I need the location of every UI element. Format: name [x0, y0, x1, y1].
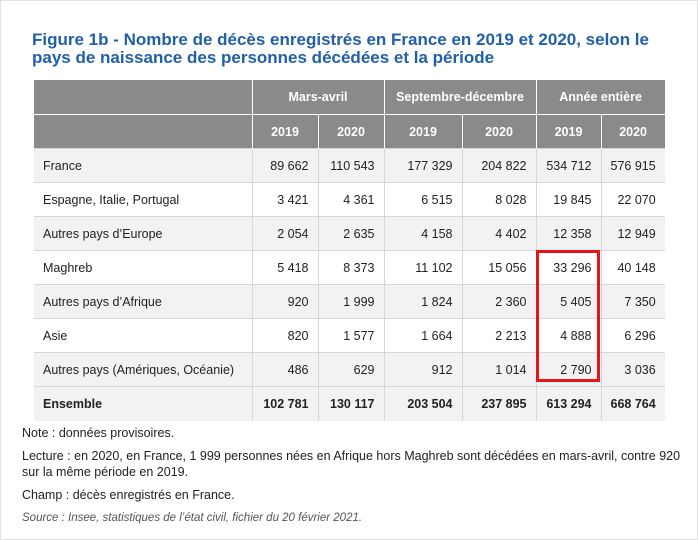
champ-text: Champ : décès enregistrés en France.: [22, 488, 235, 502]
table-cell: 2 054: [251, 216, 318, 251]
corner-header-cell: [34, 114, 252, 149]
deaths-table: Mars-avril Septembre-décembre Année enti…: [34, 80, 665, 421]
year-header: 2019: [383, 114, 462, 149]
table-row: Autres pays d’Europe 2 054 2 635 4 158 4…: [34, 216, 665, 251]
group-header-annee-entiere: Année entière: [535, 80, 665, 115]
row-label: Autres pays (Amériques, Océanie): [34, 352, 252, 387]
total-cell: 237 895: [461, 386, 536, 421]
table-cell: 1 999: [317, 284, 384, 319]
year-header: 2020: [317, 114, 384, 149]
total-cell: 130 117: [317, 386, 384, 421]
table-cell: 12 358: [535, 216, 601, 251]
note-text: Note : données provisoires.: [22, 426, 175, 440]
corner-header-cell: [34, 80, 252, 115]
total-label: Ensemble: [34, 386, 252, 421]
table-cell: 89 662: [251, 148, 318, 183]
table-cell: 4 888: [535, 318, 601, 353]
total-cell: 102 781: [251, 386, 318, 421]
row-label: Espagne, Italie, Portugal: [34, 182, 252, 217]
total-cell: 613 294: [535, 386, 601, 421]
group-header-septembre-decembre: Septembre-décembre: [383, 80, 536, 115]
table-cell: 920: [251, 284, 318, 319]
table-cell: 177 329: [383, 148, 462, 183]
table-cell: 6 515: [383, 182, 462, 217]
table-cell: 486: [251, 352, 318, 387]
table-cell: 1 824: [383, 284, 462, 319]
table-cell: 1 577: [317, 318, 384, 353]
year-header: 2020: [461, 114, 536, 149]
table-cell: 22 070: [600, 182, 665, 217]
year-header-row: 2019 2020 2019 2020 2019 2020: [34, 114, 665, 149]
table-row: Autres pays d’Afrique 920 1 999 1 824 2 …: [34, 284, 665, 319]
figure-title: Figure 1b - Nombre de décès enregistrés …: [32, 30, 649, 67]
table-cell: 5 405: [535, 284, 601, 319]
table-cell: 2 360: [461, 284, 536, 319]
table-cell: 4 158: [383, 216, 462, 251]
table-cell: 19 845: [535, 182, 601, 217]
table-cell: 1 664: [383, 318, 462, 353]
notes-section: Note : données provisoires. Lecture : en…: [22, 425, 682, 533]
group-header-mars-avril: Mars-avril: [251, 80, 384, 115]
table-cell: 629: [317, 352, 384, 387]
table-cell: 820: [251, 318, 318, 353]
lecture-text: Lecture : en 2020, en France, 1 999 pers…: [22, 449, 681, 479]
table-row: Espagne, Italie, Portugal 3 421 4 361 6 …: [34, 182, 665, 217]
row-label: Asie: [34, 318, 252, 353]
row-label: Maghreb: [34, 250, 252, 285]
table-row: Autres pays (Amériques, Océanie) 486 629…: [34, 352, 665, 387]
table-cell: 15 056: [461, 250, 536, 285]
source-text: Source : Insee, statistiques de l’état c…: [22, 512, 363, 524]
table-cell: 3 421: [251, 182, 318, 217]
table-cell: 11 102: [383, 250, 462, 285]
table-cell: 2 635: [317, 216, 384, 251]
table-cell: 2 790: [535, 352, 601, 387]
table-cell: 5 418: [251, 250, 318, 285]
table-cell: 534 712: [535, 148, 601, 183]
table-cell: 7 350: [600, 284, 665, 319]
table-cell: 4 402: [461, 216, 536, 251]
table-cell: 1 014: [461, 352, 536, 387]
table-cell: 33 296: [535, 250, 601, 285]
total-row: Ensemble 102 781 130 117 203 504 237 895…: [34, 386, 665, 421]
table-cell: 912: [383, 352, 462, 387]
year-header: 2019: [535, 114, 601, 149]
table-cell: 6 296: [600, 318, 665, 353]
table-cell: 8 373: [317, 250, 384, 285]
table-row: Maghreb 5 418 8 373 11 102 15 056 33 296…: [34, 250, 665, 285]
row-label: Autres pays d’Europe: [34, 216, 252, 251]
row-label: Autres pays d’Afrique: [34, 284, 252, 319]
table-cell: 3 036: [600, 352, 665, 387]
table-cell: 8 028: [461, 182, 536, 217]
table-cell: 204 822: [461, 148, 536, 183]
table-cell: 110 543: [317, 148, 384, 183]
row-label: France: [34, 148, 252, 183]
table-cell: 4 361: [317, 182, 384, 217]
table-row: France 89 662 110 543 177 329 204 822 53…: [34, 148, 665, 183]
year-header: 2019: [251, 114, 318, 149]
year-header: 2020: [600, 114, 665, 149]
group-header-row: Mars-avril Septembre-décembre Année enti…: [34, 80, 665, 115]
table-cell: 576 915: [600, 148, 665, 183]
table-cell: 12 949: [600, 216, 665, 251]
table-cell: 2 213: [461, 318, 536, 353]
total-cell: 203 504: [383, 386, 462, 421]
total-cell: 668 764: [600, 386, 665, 421]
table-cell: 40 148: [600, 250, 665, 285]
table-row: Asie 820 1 577 1 664 2 213 4 888 6 296: [34, 318, 665, 353]
